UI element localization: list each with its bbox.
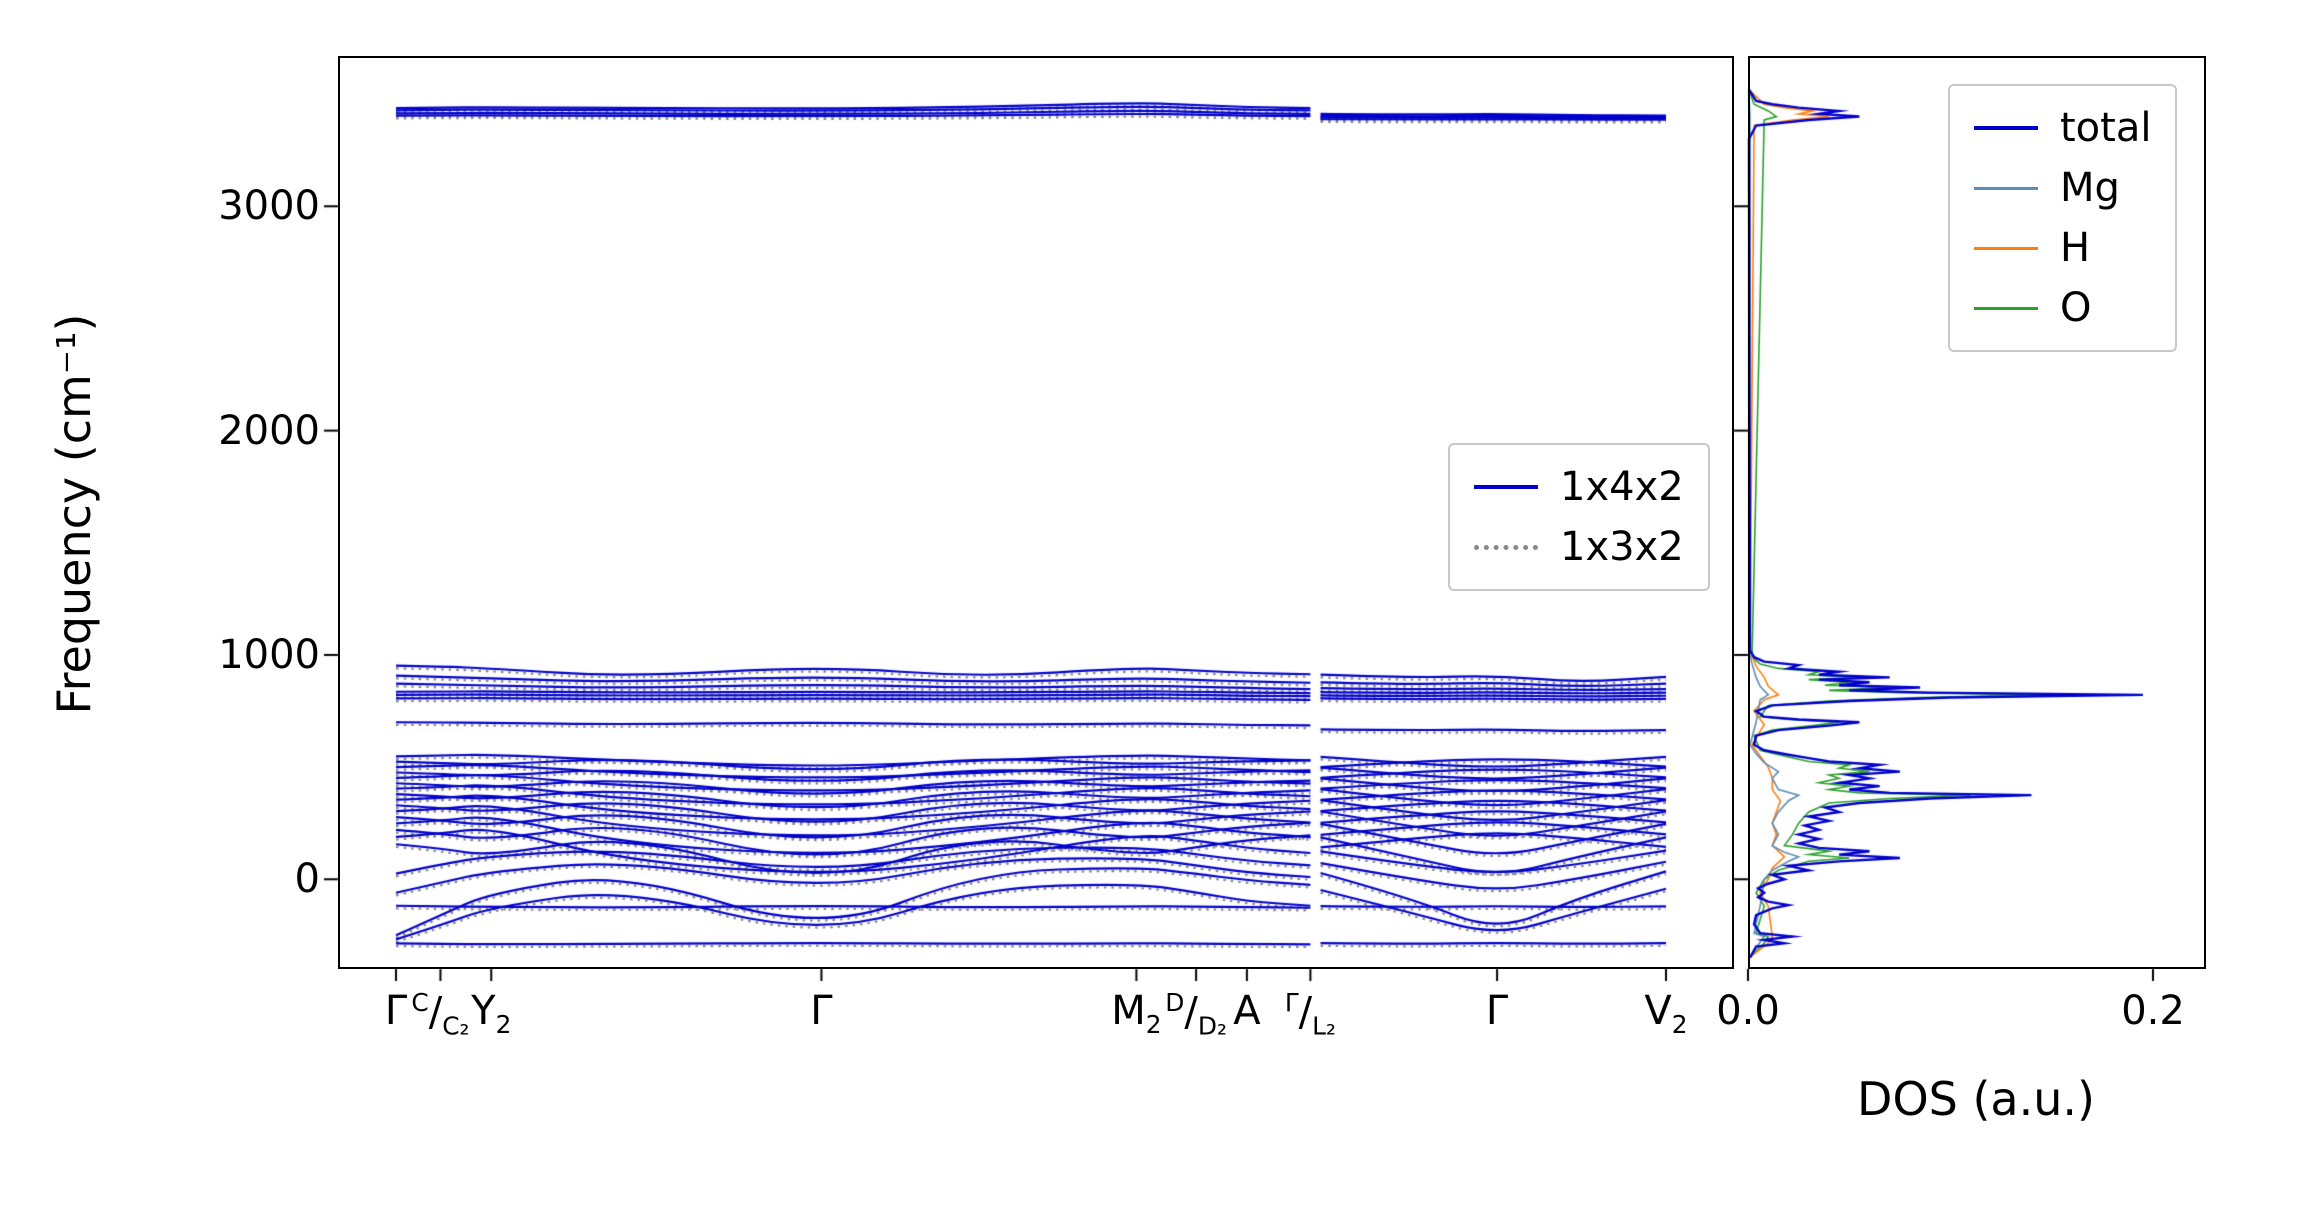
k-point-label: Γ/L₂ <box>1285 988 1336 1040</box>
k-point-label-part: C₂ <box>442 1011 470 1041</box>
mg-line-sample <box>1974 186 2038 190</box>
o-line-sample <box>1974 306 2038 310</box>
k-point-label-part: / <box>428 989 443 1036</box>
k-point-label: M2 <box>1111 988 1161 1039</box>
k-point-label-part: M <box>1111 988 1146 1034</box>
band-legend-entry-1x3x2: 1x3x2 <box>1474 517 1684 577</box>
k-point-label: C/C₂ <box>411 988 469 1040</box>
dos-legend-label: Mg <box>2060 165 2120 211</box>
total-line-sample <box>1974 126 2038 130</box>
y-tick-label: 2000 <box>218 407 320 454</box>
k-point-label: D/D₂ <box>1165 988 1227 1040</box>
band-legend-label: 1x4x2 <box>1560 464 1684 510</box>
y-tick-label: 0 <box>294 856 320 903</box>
k-point-label: Γ <box>1486 988 1508 1034</box>
k-point-label-part: D <box>1165 988 1185 1017</box>
dos-legend: total Mg H O <box>1948 84 2178 352</box>
y-tick-label: 3000 <box>218 183 320 230</box>
band-legend: 1x4x2 1x3x2 <box>1448 443 1710 591</box>
k-point-label-part: 2 <box>1145 1010 1162 1039</box>
dos-legend-label: total <box>2060 105 2152 151</box>
k-point-label-part: 2 <box>1671 1010 1688 1039</box>
k-point-label: Γ <box>810 988 832 1034</box>
dos-legend-entry-o: O <box>1974 278 2151 338</box>
k-point-label: Γ <box>385 988 407 1034</box>
dos-x-tick-label: 0.2 <box>2121 988 2185 1034</box>
dotted-line-sample <box>1474 544 1538 550</box>
dos-legend-label: O <box>2060 285 2092 331</box>
band-panel-frame <box>338 56 1734 969</box>
dos-x-tick-label: 0.0 <box>1716 988 1780 1034</box>
k-point-label-part: / <box>1298 989 1313 1036</box>
k-point-label-part: Γ <box>810 988 833 1034</box>
dos-panel-frame <box>1748 56 2206 969</box>
k-point-label-part: / <box>1184 989 1198 1036</box>
k-point-label-part: Y <box>471 988 496 1034</box>
k-point-label-part: Γ <box>384 988 408 1034</box>
dos-legend-entry-total: total <box>1974 98 2151 158</box>
solid-line-sample <box>1474 485 1538 489</box>
h-line-sample <box>1974 246 2038 250</box>
k-point-label-part: V <box>1644 988 1672 1034</box>
k-point-label-part: L₂ <box>1312 1011 1336 1041</box>
dos-legend-entry-mg: Mg <box>1974 158 2151 218</box>
band-legend-entry-1x4x2: 1x4x2 <box>1474 457 1684 517</box>
k-point-label: V2 <box>1644 988 1687 1039</box>
dos-legend-label: H <box>2060 225 2091 271</box>
dos-x-axis-label: DOS (a.u.) <box>1857 1072 2095 1126</box>
k-point-label-part: Γ <box>1284 988 1299 1017</box>
y-axis-label: Frequency (cm⁻¹) <box>47 313 101 715</box>
k-point-label: A <box>1233 988 1260 1034</box>
k-point-label-part: D₂ <box>1197 1011 1227 1041</box>
k-point-label-part: Γ <box>1485 988 1509 1034</box>
k-point-label: Y2 <box>471 988 511 1039</box>
k-point-label-part: C <box>411 988 429 1017</box>
k-point-label-part: A <box>1233 988 1261 1034</box>
y-tick-label: 1000 <box>218 631 320 678</box>
k-point-label-part: 2 <box>495 1010 512 1039</box>
dos-legend-entry-h: H <box>1974 218 2151 278</box>
band-legend-label: 1x3x2 <box>1560 524 1684 570</box>
